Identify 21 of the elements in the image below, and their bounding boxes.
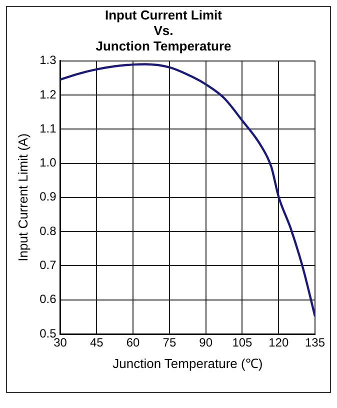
y-tick-label: 1.1	[40, 121, 57, 136]
line-series	[60, 63, 315, 318]
text: Input Current Limit	[105, 7, 222, 22]
y-tick-label: 1.0	[40, 156, 57, 170]
y-tick-label: 1.2	[40, 87, 57, 102]
x-tick-label: 75	[162, 336, 176, 350]
x-tick-label: 90	[199, 336, 213, 350]
x-tick-label: 120	[268, 336, 289, 350]
x-axis-title: Junction Temperature (℃)	[112, 356, 263, 371]
y-tick-label: 0.9	[40, 190, 57, 204]
x-tick-label: 135	[304, 336, 326, 350]
y-axis-title: Input Current Limit (A)	[15, 133, 30, 262]
text: Vs.	[154, 22, 174, 38]
y-tick-label: 0.8	[40, 224, 57, 238]
y-tick-label: 0.7	[40, 258, 57, 272]
x-tick-label: 60	[126, 336, 140, 350]
y-tick-label: 0.6	[40, 292, 57, 306]
y-tick-label: 1.3	[40, 53, 57, 68]
x-tick-label: 105	[232, 336, 253, 350]
text: Junction Temperature	[96, 38, 232, 54]
x-tick-label: 45	[90, 336, 104, 350]
